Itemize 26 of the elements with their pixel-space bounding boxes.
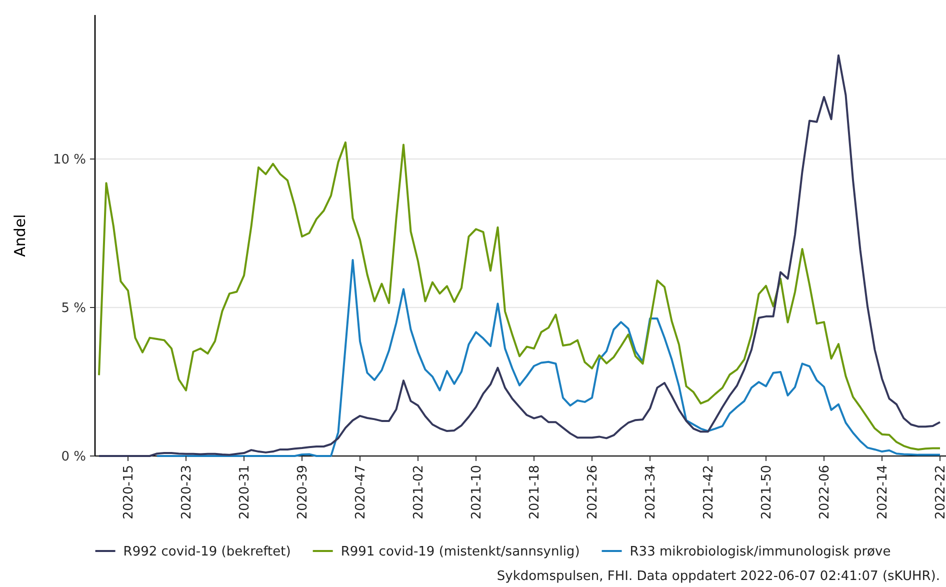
line-series [98, 141, 941, 450]
x-tick-label: 2020-31 [238, 465, 253, 520]
legend-label: R992 covid-19 (bekreftet) [123, 544, 291, 560]
legend-label: R33 mikrobiologisk/immunologisk prøve [630, 544, 891, 560]
text: Sykdomspulsen, FHI. Data oppdatert 2022-06-07 02:41:07 (sKUHR). [496, 569, 940, 584]
x-tick-label: 2021-02 [412, 465, 427, 520]
y-axis-title: Andel [11, 214, 29, 257]
y-tick-label: 5 % [61, 301, 86, 316]
x-tick-label: 2021-10 [470, 465, 485, 520]
x-tick-label: 2020-39 [296, 465, 311, 520]
x-tick-label: 2020-47 [354, 465, 369, 520]
x-tick-label: 2022-14 [876, 465, 891, 520]
x-tick-label: 2021-34 [644, 465, 659, 520]
y-tick-label: 0 % [61, 450, 86, 465]
x-tick-label: 2020-15 [122, 465, 137, 520]
x-tick-label: 2020-23 [180, 465, 195, 520]
x-tick-label: 2021-42 [702, 465, 717, 520]
x-tick-label: 2021-50 [760, 465, 775, 520]
line-series [156, 259, 941, 457]
line-series [98, 54, 941, 457]
x-tick-label: 2022-22 [934, 465, 946, 520]
y-tick-label: 10 % [52, 152, 86, 168]
x-tick-label: 2022-06 [818, 465, 833, 520]
legend-label: R991 covid-19 (mistenkt/sannsynlig) [340, 544, 580, 560]
x-tick-label: 2021-26 [586, 465, 601, 520]
x-tick-label: 2021-18 [528, 465, 543, 520]
